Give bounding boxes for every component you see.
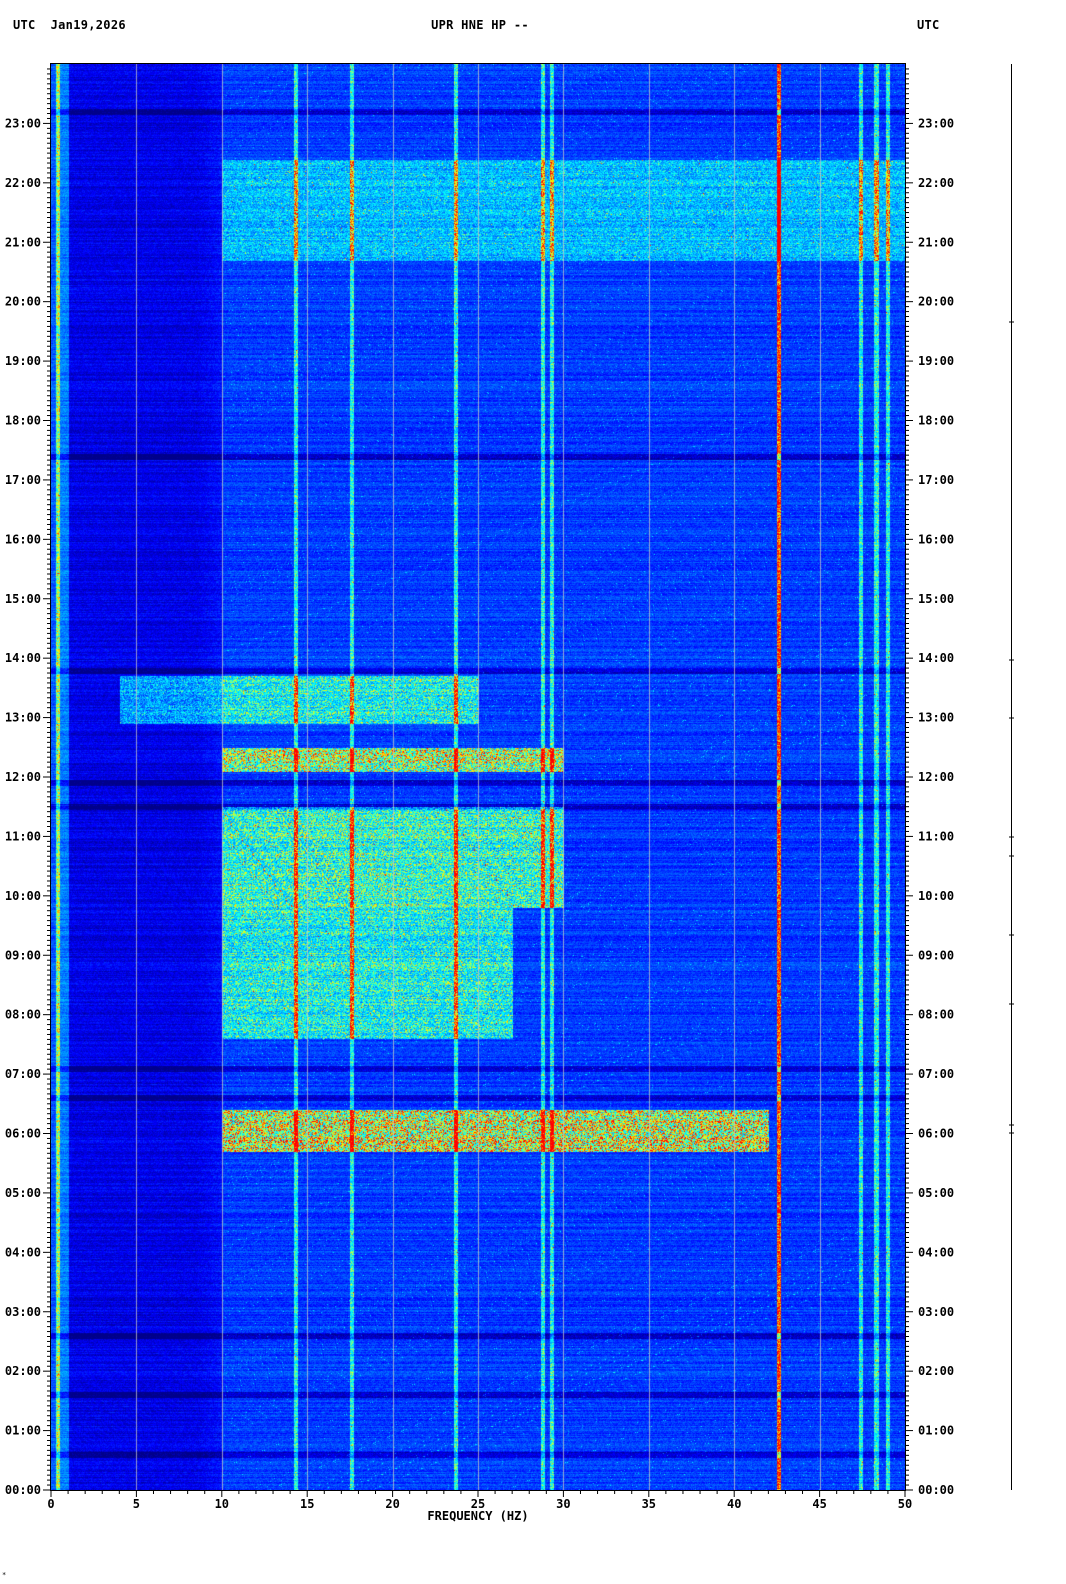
y-tick-label-right: 15:00 [918, 592, 954, 606]
y-tick-label-left: 23:00 [5, 116, 41, 130]
y-tick-label-right: 17:00 [918, 473, 954, 487]
y-tick-label-right: 06:00 [918, 1127, 954, 1141]
y-tick-label-right: 21:00 [918, 235, 954, 249]
y-tick-label-left: 17:00 [5, 473, 41, 487]
y-tick-label-left: 22:00 [5, 176, 41, 190]
x-tick-label: 30 [556, 1497, 570, 1511]
x-tick-label: 10 [215, 1497, 229, 1511]
y-tick-label-right: 18:00 [918, 414, 954, 428]
y-tick-label-right: 05:00 [918, 1186, 954, 1200]
x-tick-label: 5 [133, 1497, 140, 1511]
y-tick-label-right: 11:00 [918, 829, 954, 843]
y-tick-label-left: 15:00 [5, 592, 41, 606]
y-tick-label-right: 22:00 [918, 176, 954, 190]
y-tick-label-right: 03:00 [918, 1305, 954, 1319]
y-tick-label-right: 23:00 [918, 116, 954, 130]
footnote-mark: * [2, 1571, 7, 1579]
y-tick-label-left: 00:00 [5, 1483, 41, 1497]
y-tick-label-right: 19:00 [918, 354, 954, 368]
y-tick-label-left: 02:00 [5, 1364, 41, 1378]
x-axis-label: FREQUENCY (HZ) [427, 1509, 529, 1523]
y-tick-label-right: 07:00 [918, 1067, 954, 1081]
plot-frame [50, 63, 906, 1491]
spectrogram-heatmap [51, 64, 905, 1490]
y-tick-label-left: 19:00 [5, 354, 41, 368]
x-tick-label: 25 [471, 1497, 485, 1511]
y-tick-label-left: 11:00 [5, 829, 41, 843]
header-right: UTC [917, 18, 940, 32]
x-tick-label: 15 [300, 1497, 314, 1511]
y-tick-label-right: 20:00 [918, 295, 954, 309]
y-tick-label-right: 16:00 [918, 532, 954, 546]
header-left: UTC Jan19,2026 [13, 18, 126, 32]
y-tick-label-left: 06:00 [5, 1127, 41, 1141]
y-tick-label-right: 10:00 [918, 889, 954, 903]
y-tick-label-right: 01:00 [918, 1424, 954, 1438]
y-tick-label-left: 16:00 [5, 532, 41, 546]
y-tick-label-right: 04:00 [918, 1245, 954, 1259]
x-tick-label: 45 [812, 1497, 826, 1511]
chart-title: UPR HNE HP -- [431, 18, 529, 32]
y-tick-label-right: 12:00 [918, 770, 954, 784]
y-tick-label-left: 04:00 [5, 1245, 41, 1259]
y-tick-label-left: 21:00 [5, 235, 41, 249]
x-tick-label: 35 [642, 1497, 656, 1511]
y-tick-label-left: 13:00 [5, 711, 41, 725]
y-tick-label-left: 14:00 [5, 651, 41, 665]
y-tick-label-left: 18:00 [5, 414, 41, 428]
y-tick-label-left: 03:00 [5, 1305, 41, 1319]
y-tick-label-left: 05:00 [5, 1186, 41, 1200]
y-tick-label-left: 12:00 [5, 770, 41, 784]
y-tick-label-left: 01:00 [5, 1424, 41, 1438]
x-tick-label: 50 [898, 1497, 912, 1511]
y-tick-label-right: 13:00 [918, 711, 954, 725]
x-tick-label: 20 [385, 1497, 399, 1511]
y-tick-label-left: 07:00 [5, 1067, 41, 1081]
y-tick-label-left: 09:00 [5, 948, 41, 962]
y-tick-label-right: 09:00 [918, 948, 954, 962]
x-tick-label: 40 [727, 1497, 741, 1511]
y-tick-label-right: 08:00 [918, 1008, 954, 1022]
y-tick-label-left: 08:00 [5, 1008, 41, 1022]
y-tick-label-right: 02:00 [918, 1364, 954, 1378]
y-tick-label-right: 00:00 [918, 1483, 954, 1497]
y-tick-label-right: 14:00 [918, 651, 954, 665]
x-tick-label: 0 [47, 1497, 54, 1511]
y-tick-label-left: 20:00 [5, 295, 41, 309]
y-tick-label-left: 10:00 [5, 889, 41, 903]
